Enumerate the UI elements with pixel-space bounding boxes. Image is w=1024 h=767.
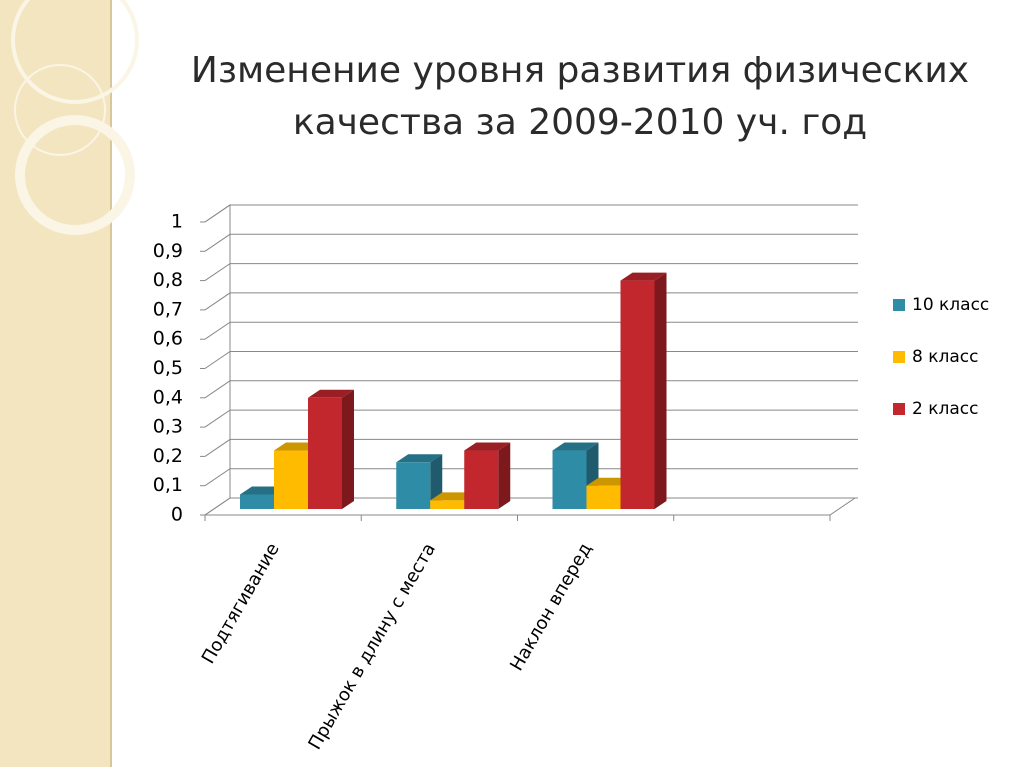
grid-line <box>204 321 858 340</box>
y-tick-label: 0,9 <box>153 240 183 262</box>
grid-line <box>204 351 858 369</box>
grid-line <box>204 204 858 223</box>
side-strip <box>0 0 112 767</box>
bar-top <box>464 442 511 451</box>
legend-swatch <box>893 299 905 311</box>
x-tick-label: Наклон вперед <box>506 540 596 675</box>
y-tick-label: 0,2 <box>153 445 183 467</box>
x-tick-label: Подтягивание <box>198 540 284 668</box>
legend-swatch <box>893 403 905 415</box>
bar <box>396 462 431 509</box>
y-tick-label: 0,4 <box>153 386 183 408</box>
bar-side <box>654 272 667 509</box>
y-tick-label: 0 <box>171 504 183 526</box>
y-tick-label: 0,3 <box>153 416 183 438</box>
grid-line <box>204 292 858 311</box>
y-tick-label: 0,8 <box>153 269 183 291</box>
bar <box>552 450 587 509</box>
bar <box>586 485 621 509</box>
bar <box>464 450 499 509</box>
y-tick-label: 0,1 <box>153 474 183 496</box>
decor-circle <box>11 0 139 104</box>
y-tick-label: 1 <box>171 211 183 233</box>
y-tick-label: 0,5 <box>153 357 183 379</box>
bar-side <box>342 389 354 509</box>
x-tick-label: Прыжок в длину с места <box>304 540 440 754</box>
grid-line <box>204 409 858 428</box>
bar-top <box>396 454 443 463</box>
bar-side <box>498 442 511 509</box>
chart-title: качества за 2009-2010 уч. год <box>293 102 867 143</box>
bar <box>274 450 308 509</box>
bar-top <box>552 442 599 451</box>
bar-top <box>308 389 354 398</box>
grid-line <box>204 233 858 252</box>
legend-label: 10 класс <box>912 295 989 315</box>
legend-label: 2 класс <box>912 399 978 419</box>
bar-top <box>620 272 667 281</box>
bar <box>430 500 465 509</box>
decor-circle <box>14 64 106 156</box>
bar <box>240 494 274 509</box>
y-tick-label: 0,7 <box>153 298 183 320</box>
grid-line <box>204 380 858 399</box>
legend-swatch <box>893 351 905 363</box>
legend-label: 8 класс <box>912 347 978 367</box>
bar <box>308 397 342 509</box>
y-tick-label: 0,6 <box>153 328 183 350</box>
decor-circle <box>15 115 135 235</box>
chart-title: Изменение уровня развития физических <box>191 50 969 91</box>
grid-line <box>204 263 858 282</box>
bar <box>620 280 655 509</box>
